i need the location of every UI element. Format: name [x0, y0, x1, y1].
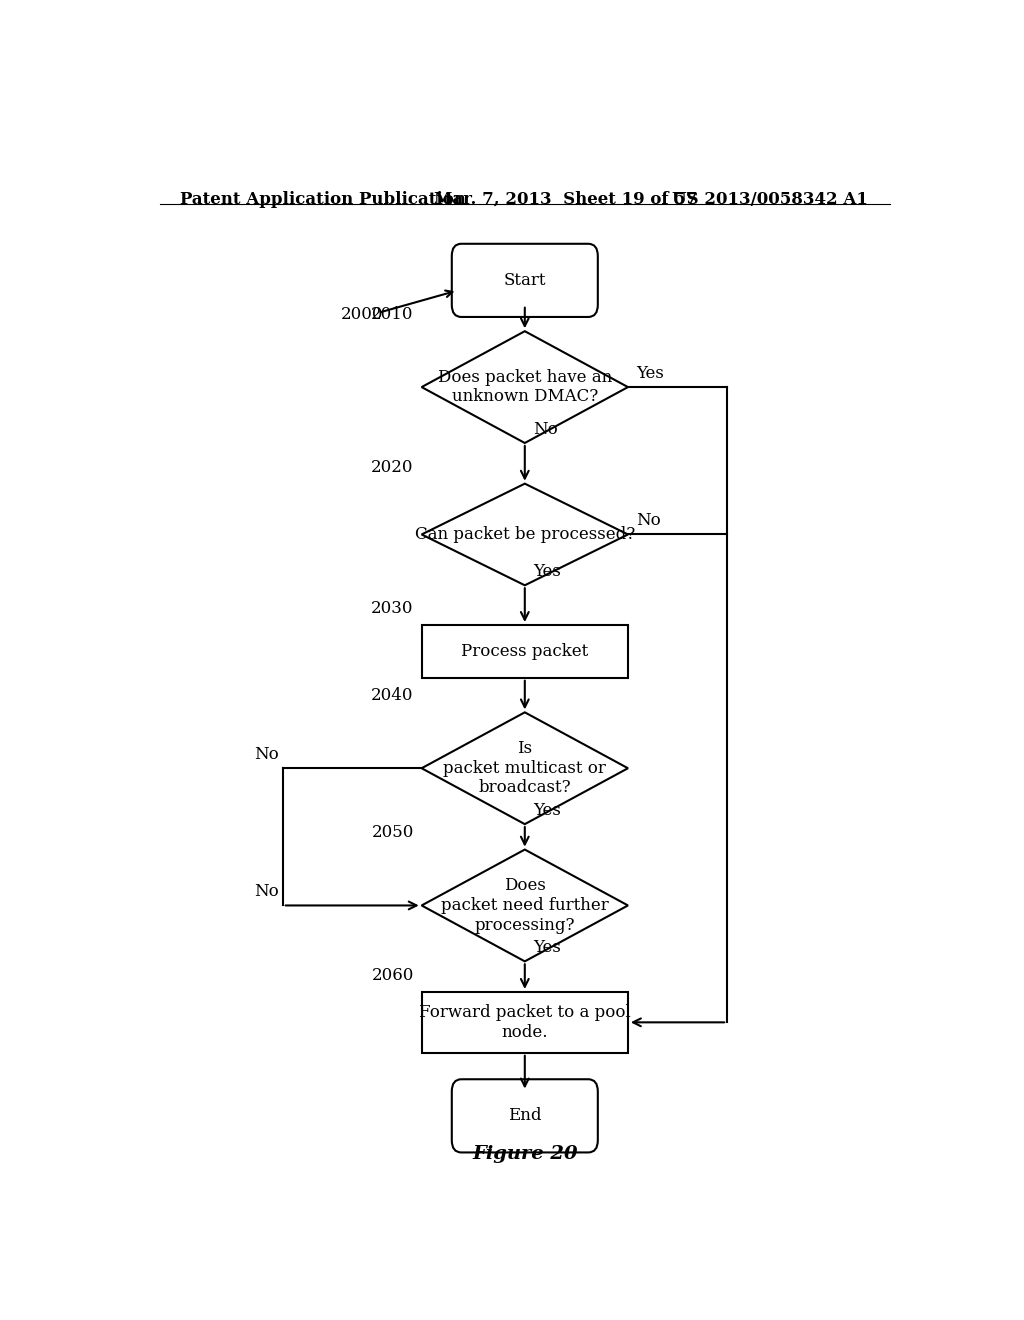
Text: Does
packet need further
processing?: Does packet need further processing? — [441, 878, 608, 933]
Text: Is
packet multicast or
broadcast?: Is packet multicast or broadcast? — [443, 741, 606, 796]
Polygon shape — [422, 483, 628, 585]
Text: 2000: 2000 — [341, 306, 383, 323]
Text: 2020: 2020 — [371, 458, 414, 475]
Text: Forward packet to a pool
node.: Forward packet to a pool node. — [419, 1005, 631, 1040]
Bar — [422, 624, 628, 677]
Text: 2010: 2010 — [371, 306, 414, 323]
Bar — [422, 991, 628, 1053]
Polygon shape — [422, 331, 628, 444]
Text: No: No — [636, 512, 660, 529]
Text: No: No — [532, 421, 557, 438]
Text: End: End — [508, 1107, 542, 1125]
Text: 2030: 2030 — [371, 599, 414, 616]
Text: Start: Start — [504, 272, 546, 289]
Text: No: No — [254, 746, 279, 763]
Polygon shape — [422, 850, 628, 961]
Text: Yes: Yes — [532, 940, 560, 956]
Text: Process packet: Process packet — [461, 643, 589, 660]
Text: Does packet have an
unknown DMAC?: Does packet have an unknown DMAC? — [437, 368, 612, 405]
Text: 2050: 2050 — [372, 825, 414, 841]
Text: Yes: Yes — [636, 366, 664, 381]
Text: Yes: Yes — [532, 564, 560, 581]
FancyBboxPatch shape — [452, 1080, 598, 1152]
Polygon shape — [422, 713, 628, 824]
Text: 2060: 2060 — [372, 966, 414, 983]
Text: Patent Application Publication: Patent Application Publication — [179, 191, 466, 209]
Text: Can packet be processed?: Can packet be processed? — [415, 525, 635, 543]
Text: Mar. 7, 2013  Sheet 19 of 57: Mar. 7, 2013 Sheet 19 of 57 — [433, 191, 697, 209]
Text: No: No — [254, 883, 279, 900]
Text: US 2013/0058342 A1: US 2013/0058342 A1 — [672, 191, 867, 209]
FancyBboxPatch shape — [452, 244, 598, 317]
Text: 2040: 2040 — [371, 688, 414, 704]
Text: Figure 20: Figure 20 — [472, 1144, 578, 1163]
Text: Yes: Yes — [532, 803, 560, 818]
